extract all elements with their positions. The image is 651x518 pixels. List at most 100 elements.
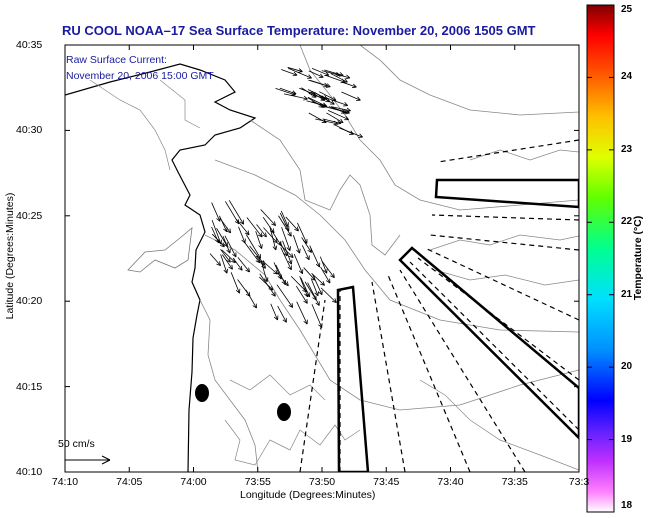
x-tick-label: 73:55 <box>244 476 271 488</box>
current-vector <box>270 303 278 321</box>
depth-contour <box>249 119 401 256</box>
colorbar-tick-label: 21 <box>621 288 633 300</box>
current-vector <box>306 100 328 107</box>
current-vector-head <box>294 226 299 232</box>
current-vector <box>279 212 290 231</box>
current-vector-head <box>307 74 312 79</box>
current-vector <box>262 216 275 234</box>
current-vector <box>307 282 320 306</box>
current-vector <box>311 304 323 328</box>
bay-outline <box>127 227 193 273</box>
current-vector <box>325 74 346 83</box>
current-vector <box>211 202 221 222</box>
current-vector-head <box>217 239 222 245</box>
current-vector <box>328 106 346 114</box>
y-tick-label: 40:35 <box>16 39 43 51</box>
current-vector <box>310 79 331 88</box>
radar-beam-lines <box>299 139 579 472</box>
current-vector <box>260 209 276 226</box>
colorbar-tick-label: 25 <box>621 4 633 15</box>
current-vector <box>259 276 274 291</box>
current-vector <box>308 97 324 108</box>
axis-ticks <box>64 44 580 473</box>
colorbar-tick-label: 20 <box>621 361 633 373</box>
current-vector <box>279 242 288 257</box>
current-vector <box>211 233 225 248</box>
current-vector <box>311 272 325 286</box>
current-vector-head <box>315 262 321 268</box>
current-vector-head <box>216 216 221 222</box>
colorbar-ticks <box>587 4 614 513</box>
current-vector-head <box>336 120 342 125</box>
current-vector <box>237 257 250 273</box>
current-vector-head <box>318 323 323 328</box>
current-vector-head <box>351 83 357 89</box>
current-vector <box>222 235 231 254</box>
current-vector-head <box>235 288 241 294</box>
current-vector-head <box>355 96 361 101</box>
current-vector-head <box>330 273 335 279</box>
y-tick-label: 40:15 <box>16 380 43 393</box>
current-vector <box>230 272 240 294</box>
current-vector-head <box>292 71 298 77</box>
coastline <box>65 63 257 472</box>
scale-arrow <box>65 455 111 465</box>
current-vector-head <box>271 291 276 297</box>
dark-blob <box>277 403 291 421</box>
map-features <box>65 45 579 472</box>
current-vector-head <box>252 303 257 309</box>
current-vector-head <box>321 102 327 107</box>
current-vector-head <box>237 265 243 271</box>
current-label: Raw Surface Current: <box>66 54 167 66</box>
current-vector <box>324 69 344 76</box>
current-vector <box>301 245 310 261</box>
colorbar-tick-label: 22 <box>621 216 633 228</box>
depth-contour <box>359 45 579 116</box>
colorbar-tick-label: 23 <box>621 143 633 155</box>
current-vector <box>301 87 317 98</box>
dark-blob <box>195 384 209 402</box>
current-vector <box>293 253 303 274</box>
y-axis-label: Latitude (Degrees:Minutes) <box>4 192 16 320</box>
plot-frame <box>64 44 580 473</box>
current-vector-head <box>307 248 312 253</box>
current-vector <box>310 91 326 101</box>
current-vector-head <box>345 74 351 80</box>
current-vector <box>219 215 228 232</box>
current-vector <box>322 118 342 124</box>
current-vector-head <box>304 292 309 298</box>
current-vector <box>315 118 338 125</box>
current-vector-head <box>303 298 308 304</box>
x-tick-label: 74:05 <box>116 476 143 488</box>
colorbar-tick-label: 24 <box>621 71 633 83</box>
current-vector-head <box>245 267 250 273</box>
depth-contour <box>429 234 579 251</box>
current-vector-head <box>303 95 308 101</box>
current-vector-head <box>287 259 293 265</box>
current-vector <box>282 240 292 265</box>
current-vector-head <box>335 72 341 77</box>
current-vector <box>333 124 354 135</box>
current-vector <box>236 219 250 236</box>
current-vector <box>299 276 309 298</box>
current-vector-head <box>325 278 331 284</box>
current-vector <box>287 67 303 72</box>
current-vector <box>311 68 329 76</box>
depth-contour <box>299 45 579 211</box>
current-vector <box>255 255 266 269</box>
current-vector-head <box>255 258 261 264</box>
current-vector <box>245 234 261 259</box>
current-vector <box>209 253 221 266</box>
current-vector-head <box>302 287 308 293</box>
current-vector <box>278 215 292 237</box>
current-vector-head <box>358 133 363 138</box>
depth-contour <box>89 79 171 171</box>
current-vector-head <box>329 100 335 105</box>
current-vector <box>303 267 316 281</box>
current-vectors <box>209 67 363 328</box>
current-vector-head <box>318 290 323 296</box>
current-vector <box>279 87 297 95</box>
current-vector <box>285 216 299 232</box>
current-vector <box>330 73 348 83</box>
current-vector <box>277 305 287 323</box>
